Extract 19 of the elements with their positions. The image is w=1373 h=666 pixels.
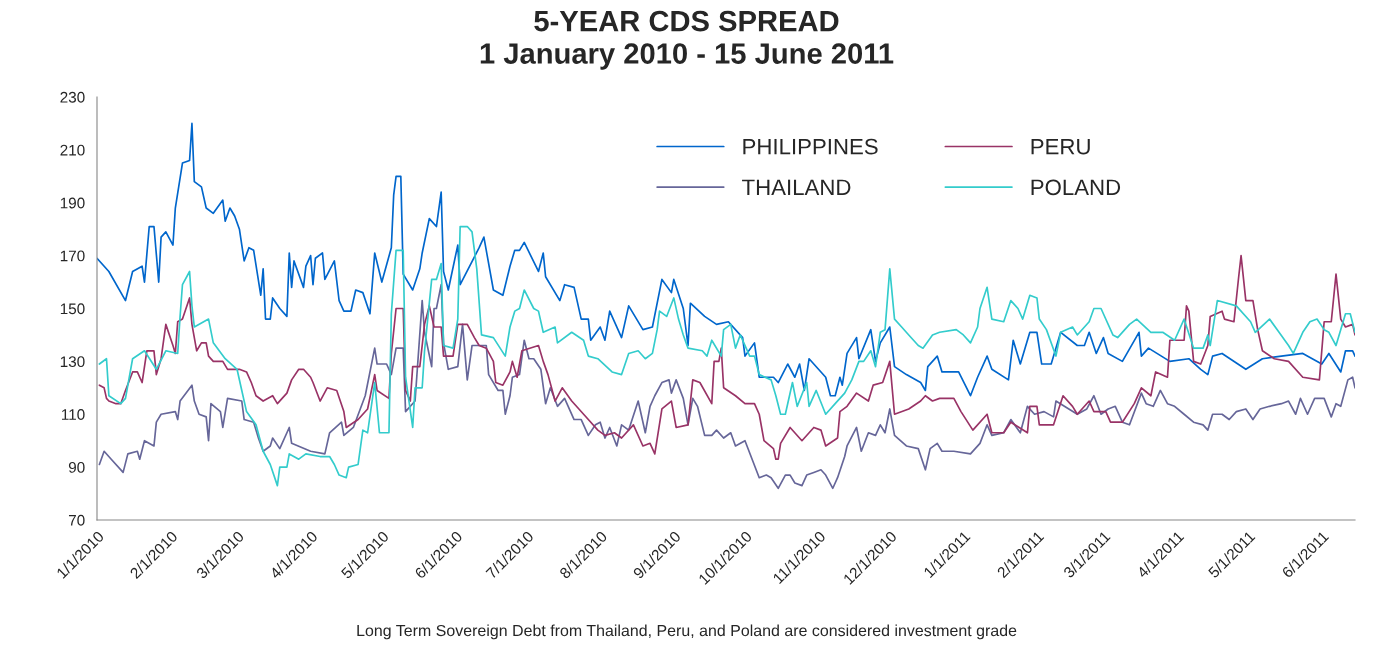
y-tick-label: 210 [60,144,85,156]
y-tick-label: 150 [60,303,85,315]
legend-label: PERU [1031,138,1090,155]
y-tick-label: 170 [60,250,85,262]
y-tick-label: 230 [60,91,85,103]
y-tick-label: 190 [60,197,85,209]
line-series [97,122,1355,397]
line-series [98,283,1355,490]
legend-label: THAILAND [742,179,851,195]
y-tick-label: 130 [60,356,85,368]
y-tick-label: 110 [62,409,85,420]
line-series [98,254,1355,461]
y-tick-label: 70 [68,514,85,526]
legend-label: PHILIPPINES [743,138,878,155]
chart-title: 5-YEAR CDS SPREAD 1 January 2010 - 15 June 2011 [480,10,894,70]
text: Long Term Sovereign Debt from Thailand, Peru, and Poland are considered investment grade [357,624,1017,640]
line-series [98,225,1355,487]
y-tick-label: 90 [68,461,85,473]
legend-label: POLAND [1031,179,1121,196]
